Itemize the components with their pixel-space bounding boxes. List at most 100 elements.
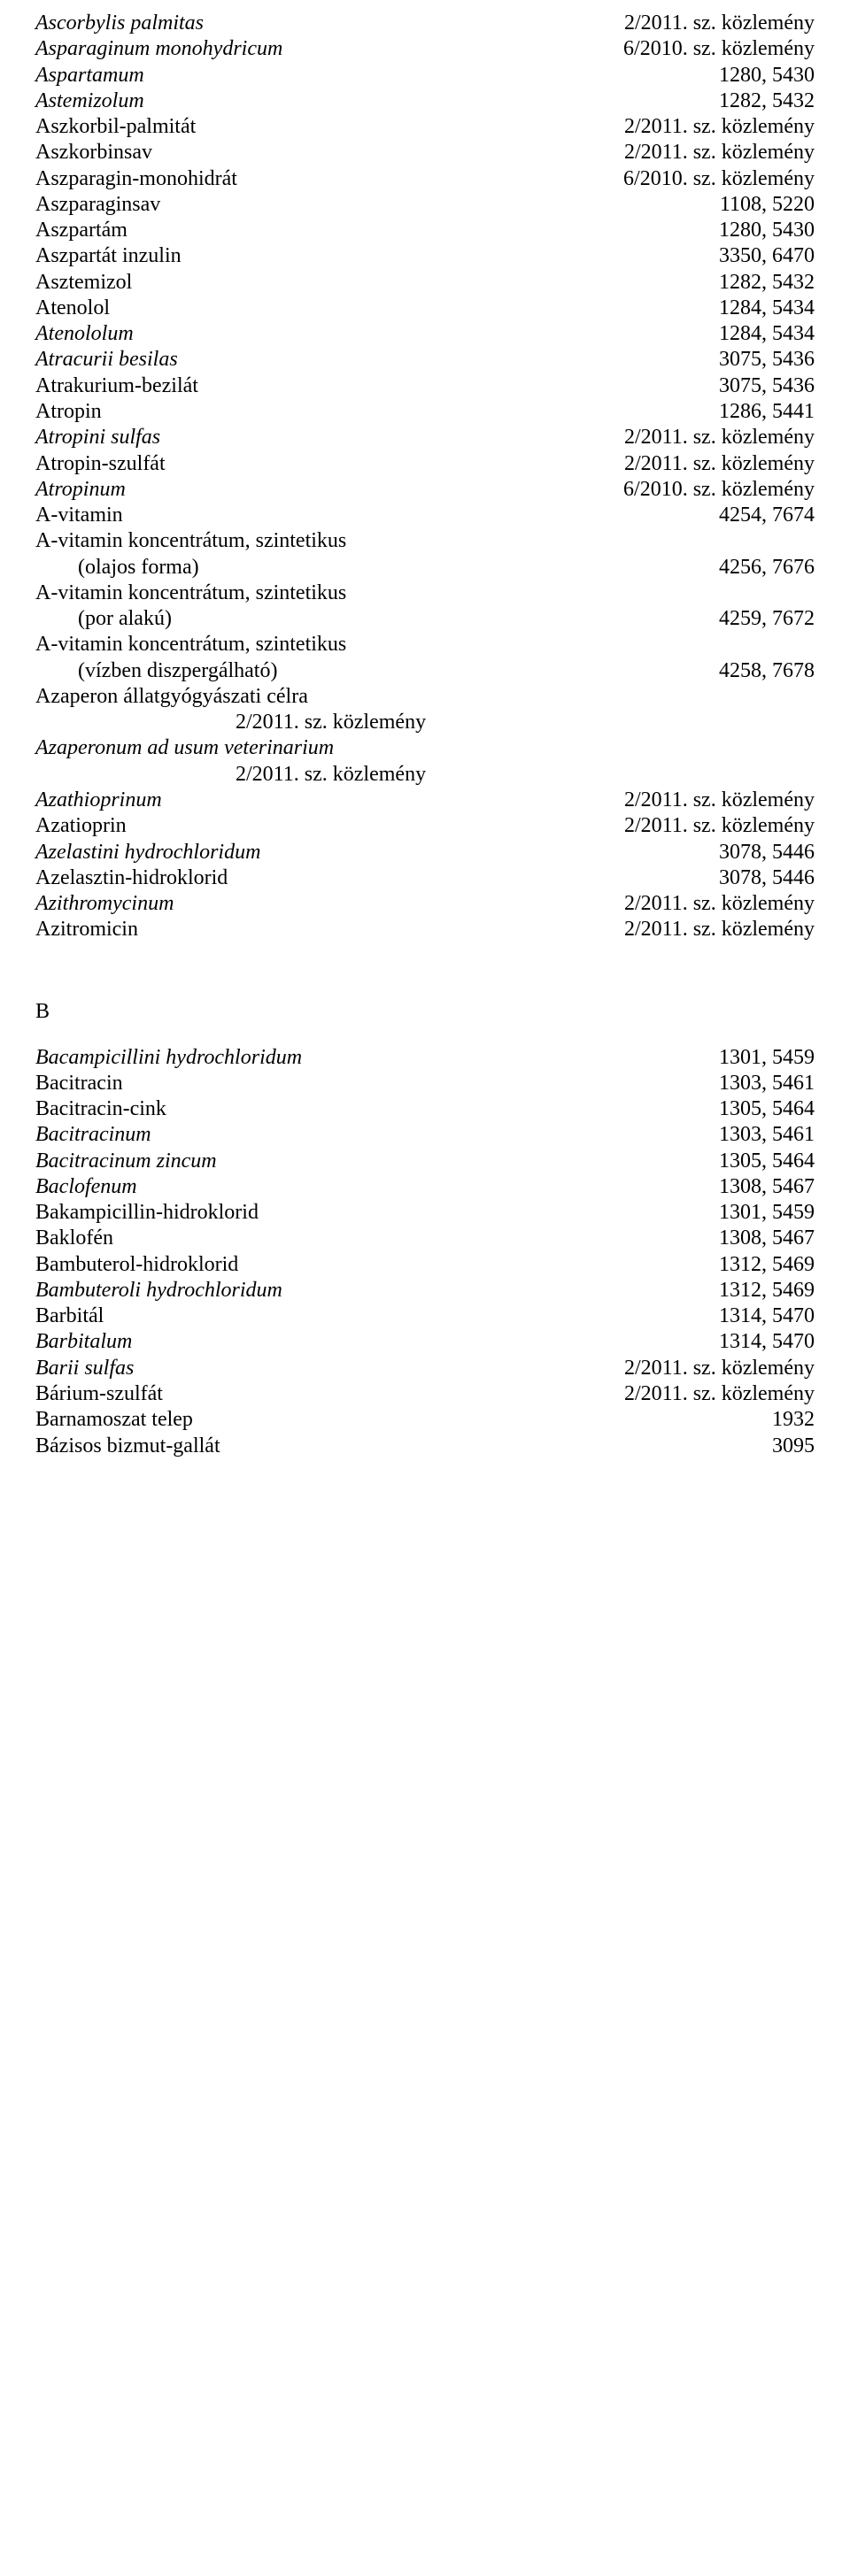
index-row: A-vitamin koncentrátum, szintetikus xyxy=(35,632,815,657)
index-row: Azaperon állatgyógyászati célra xyxy=(35,684,815,710)
index-row: Atracurii besilas 3075, 5436 xyxy=(35,347,815,373)
section-a-list: Ascorbylis palmitas 2/2011. sz. közlemény… xyxy=(35,11,815,943)
index-row: Bárium-szulfát2/2011. sz. közlemény xyxy=(35,1381,815,1407)
index-value: 1282, 5432 xyxy=(719,88,815,114)
index-value: 6/2010. sz. közlemény xyxy=(623,477,815,503)
index-value: 1301, 5459 xyxy=(719,1045,815,1071)
index-row: (vízben diszpergálható)4258, 7678 xyxy=(35,658,815,684)
index-row: Bacitracinum 1303, 5461 xyxy=(35,1122,815,1148)
index-label: Aspartamum xyxy=(35,63,144,88)
index-label: Baclofenum xyxy=(35,1174,137,1200)
index-row: Baklofén 1308, 5467 xyxy=(35,1226,815,1251)
index-value: 1303, 5461 xyxy=(719,1122,815,1148)
index-row: Barbitalum1314, 5470 xyxy=(35,1329,815,1355)
index-value: 1305, 5464 xyxy=(719,1096,815,1122)
index-label: Barii sulfas xyxy=(35,1356,134,1381)
index-label: Atenololum xyxy=(35,321,134,347)
index-value: 2/2011. sz. közlemény xyxy=(624,451,815,477)
spacer xyxy=(35,710,41,735)
index-row: Atropin-szulfát2/2011. sz. közlemény xyxy=(35,451,815,477)
index-row: Barnamoszat telep1932 xyxy=(35,1407,815,1433)
index-label: Bárium-szulfát xyxy=(35,1381,163,1407)
index-row: Aspartamum1280, 5430 xyxy=(35,63,815,88)
index-value: 1280, 5430 xyxy=(719,218,815,243)
index-label: Aszkorbil-palmitát xyxy=(35,114,196,140)
index-label: Atropini sulfas xyxy=(35,425,160,450)
index-value: 1314, 5470 xyxy=(719,1329,815,1355)
index-value: 6/2010. sz. közlemény xyxy=(623,36,815,62)
index-label: Aszpartám xyxy=(35,218,128,243)
index-label: Aszkorbinsav xyxy=(35,140,152,165)
index-value: 1308, 5467 xyxy=(719,1226,815,1251)
index-value: 3350, 6470 xyxy=(719,243,815,269)
index-row: Azathioprinum 2/2011. sz. közlemény xyxy=(35,788,815,813)
index-label: Bacitracin xyxy=(35,1071,123,1096)
index-value: 1312, 5469 xyxy=(719,1252,815,1278)
index-value: 2/2011. sz. közlemény xyxy=(236,762,426,788)
index-value: 1284, 5434 xyxy=(719,296,815,321)
index-label: Aszparagin-monohidrát xyxy=(35,166,237,192)
index-label: Bacitracinum zincum xyxy=(35,1149,217,1174)
index-value: 6/2010. sz. közlemény xyxy=(623,166,815,192)
index-value: 4254, 7674 xyxy=(719,503,815,528)
index-value: 1308, 5467 xyxy=(719,1174,815,1200)
index-row: 2/2011. sz. közlemény xyxy=(35,762,815,788)
index-value: 2/2011. sz. közlemény xyxy=(624,11,815,36)
index-row: Azithromycinum2/2011. sz. közlemény xyxy=(35,891,815,917)
index-row: Bacampicillini hydrochloridum1301, 5459 xyxy=(35,1045,815,1071)
index-value: 1284, 5434 xyxy=(719,321,815,347)
index-value: 2/2011. sz. közlemény xyxy=(624,788,815,813)
index-value: 2/2011. sz. közlemény xyxy=(624,140,815,165)
index-label: Azaperon állatgyógyászati célra xyxy=(35,684,308,710)
index-value: 2/2011. sz. közlemény xyxy=(236,710,426,735)
index-value: 2/2011. sz. közlemény xyxy=(624,917,815,942)
index-label: Bacitracin-cink xyxy=(35,1096,166,1122)
index-row: Azelasztin-hidroklorid3078, 5446 xyxy=(35,865,815,891)
index-label: Azelasztin-hidroklorid xyxy=(35,865,228,891)
index-label: Atropinum xyxy=(35,477,126,503)
index-label: Atropin xyxy=(35,399,102,425)
index-label: Azitromicin xyxy=(35,917,138,942)
index-row: Bacitracin-cink 1305, 5464 xyxy=(35,1096,815,1122)
index-value: 3078, 5446 xyxy=(719,840,815,865)
index-label: A-vitamin koncentrátum, szintetikus xyxy=(35,581,346,606)
index-label: Ascorbylis palmitas xyxy=(35,11,204,36)
index-label: Bambuteroli hydrochloridum xyxy=(35,1278,282,1303)
index-row: Bacitracin1303, 5461 xyxy=(35,1071,815,1096)
document-page: Ascorbylis palmitas 2/2011. sz. közlemény… xyxy=(0,0,850,1495)
index-value: 1286, 5441 xyxy=(719,399,815,425)
index-value: 3075, 5436 xyxy=(719,373,815,399)
index-row: Azitromicin 2/2011. sz. közlemény xyxy=(35,917,815,942)
index-label: Azathioprinum xyxy=(35,788,162,813)
index-label: A-vitamin koncentrátum, szintetikus xyxy=(35,528,346,554)
index-row: Atenololum 1284, 5434 xyxy=(35,321,815,347)
index-label: Baklofén xyxy=(35,1226,113,1251)
index-value: 1932 xyxy=(772,1407,815,1433)
index-row: Aszparaginsav1108, 5220 xyxy=(35,192,815,218)
index-row: 2/2011. sz. közlemény xyxy=(35,710,815,735)
index-label: Atracurii besilas xyxy=(35,347,178,373)
index-row: Barbitál1314, 5470 xyxy=(35,1303,815,1329)
index-label: (por alakú) xyxy=(35,606,172,632)
index-value: 3075, 5436 xyxy=(719,347,815,373)
index-value: 1282, 5432 xyxy=(719,270,815,296)
index-row: Aszpartám 1280, 5430 xyxy=(35,218,815,243)
index-label: Bacitracinum xyxy=(35,1122,151,1148)
index-row: (por alakú)4259, 7672 xyxy=(35,606,815,632)
index-row: Azelastini hydrochloridum 3078, 5446 xyxy=(35,840,815,865)
index-row: Barii sulfas2/2011. sz. közlemény xyxy=(35,1356,815,1381)
index-label: A-vitamin koncentrátum, szintetikus xyxy=(35,632,346,657)
index-label: Aszpartát inzulin xyxy=(35,243,182,269)
index-label: A-vitamin xyxy=(35,503,123,528)
index-row: Atropini sulfas 2/2011. sz. közlemény xyxy=(35,425,815,450)
spacer xyxy=(35,762,41,788)
index-row: Aszparagin-monohidrát 6/2010. sz. közlemé… xyxy=(35,166,815,192)
index-value: 2/2011. sz. közlemény xyxy=(624,425,815,450)
index-row: Aszpartát inzulin 3350, 6470 xyxy=(35,243,815,269)
index-row: A-vitamin 4254, 7674 xyxy=(35,503,815,528)
index-label: Azelastini hydrochloridum xyxy=(35,840,260,865)
index-label: Bakampicillin-hidroklorid xyxy=(35,1200,259,1226)
index-row: Azatioprin2/2011. sz. közlemény xyxy=(35,813,815,839)
index-row: Asztemizol1282, 5432 xyxy=(35,270,815,296)
index-row: Astemizolum1282, 5432 xyxy=(35,88,815,114)
